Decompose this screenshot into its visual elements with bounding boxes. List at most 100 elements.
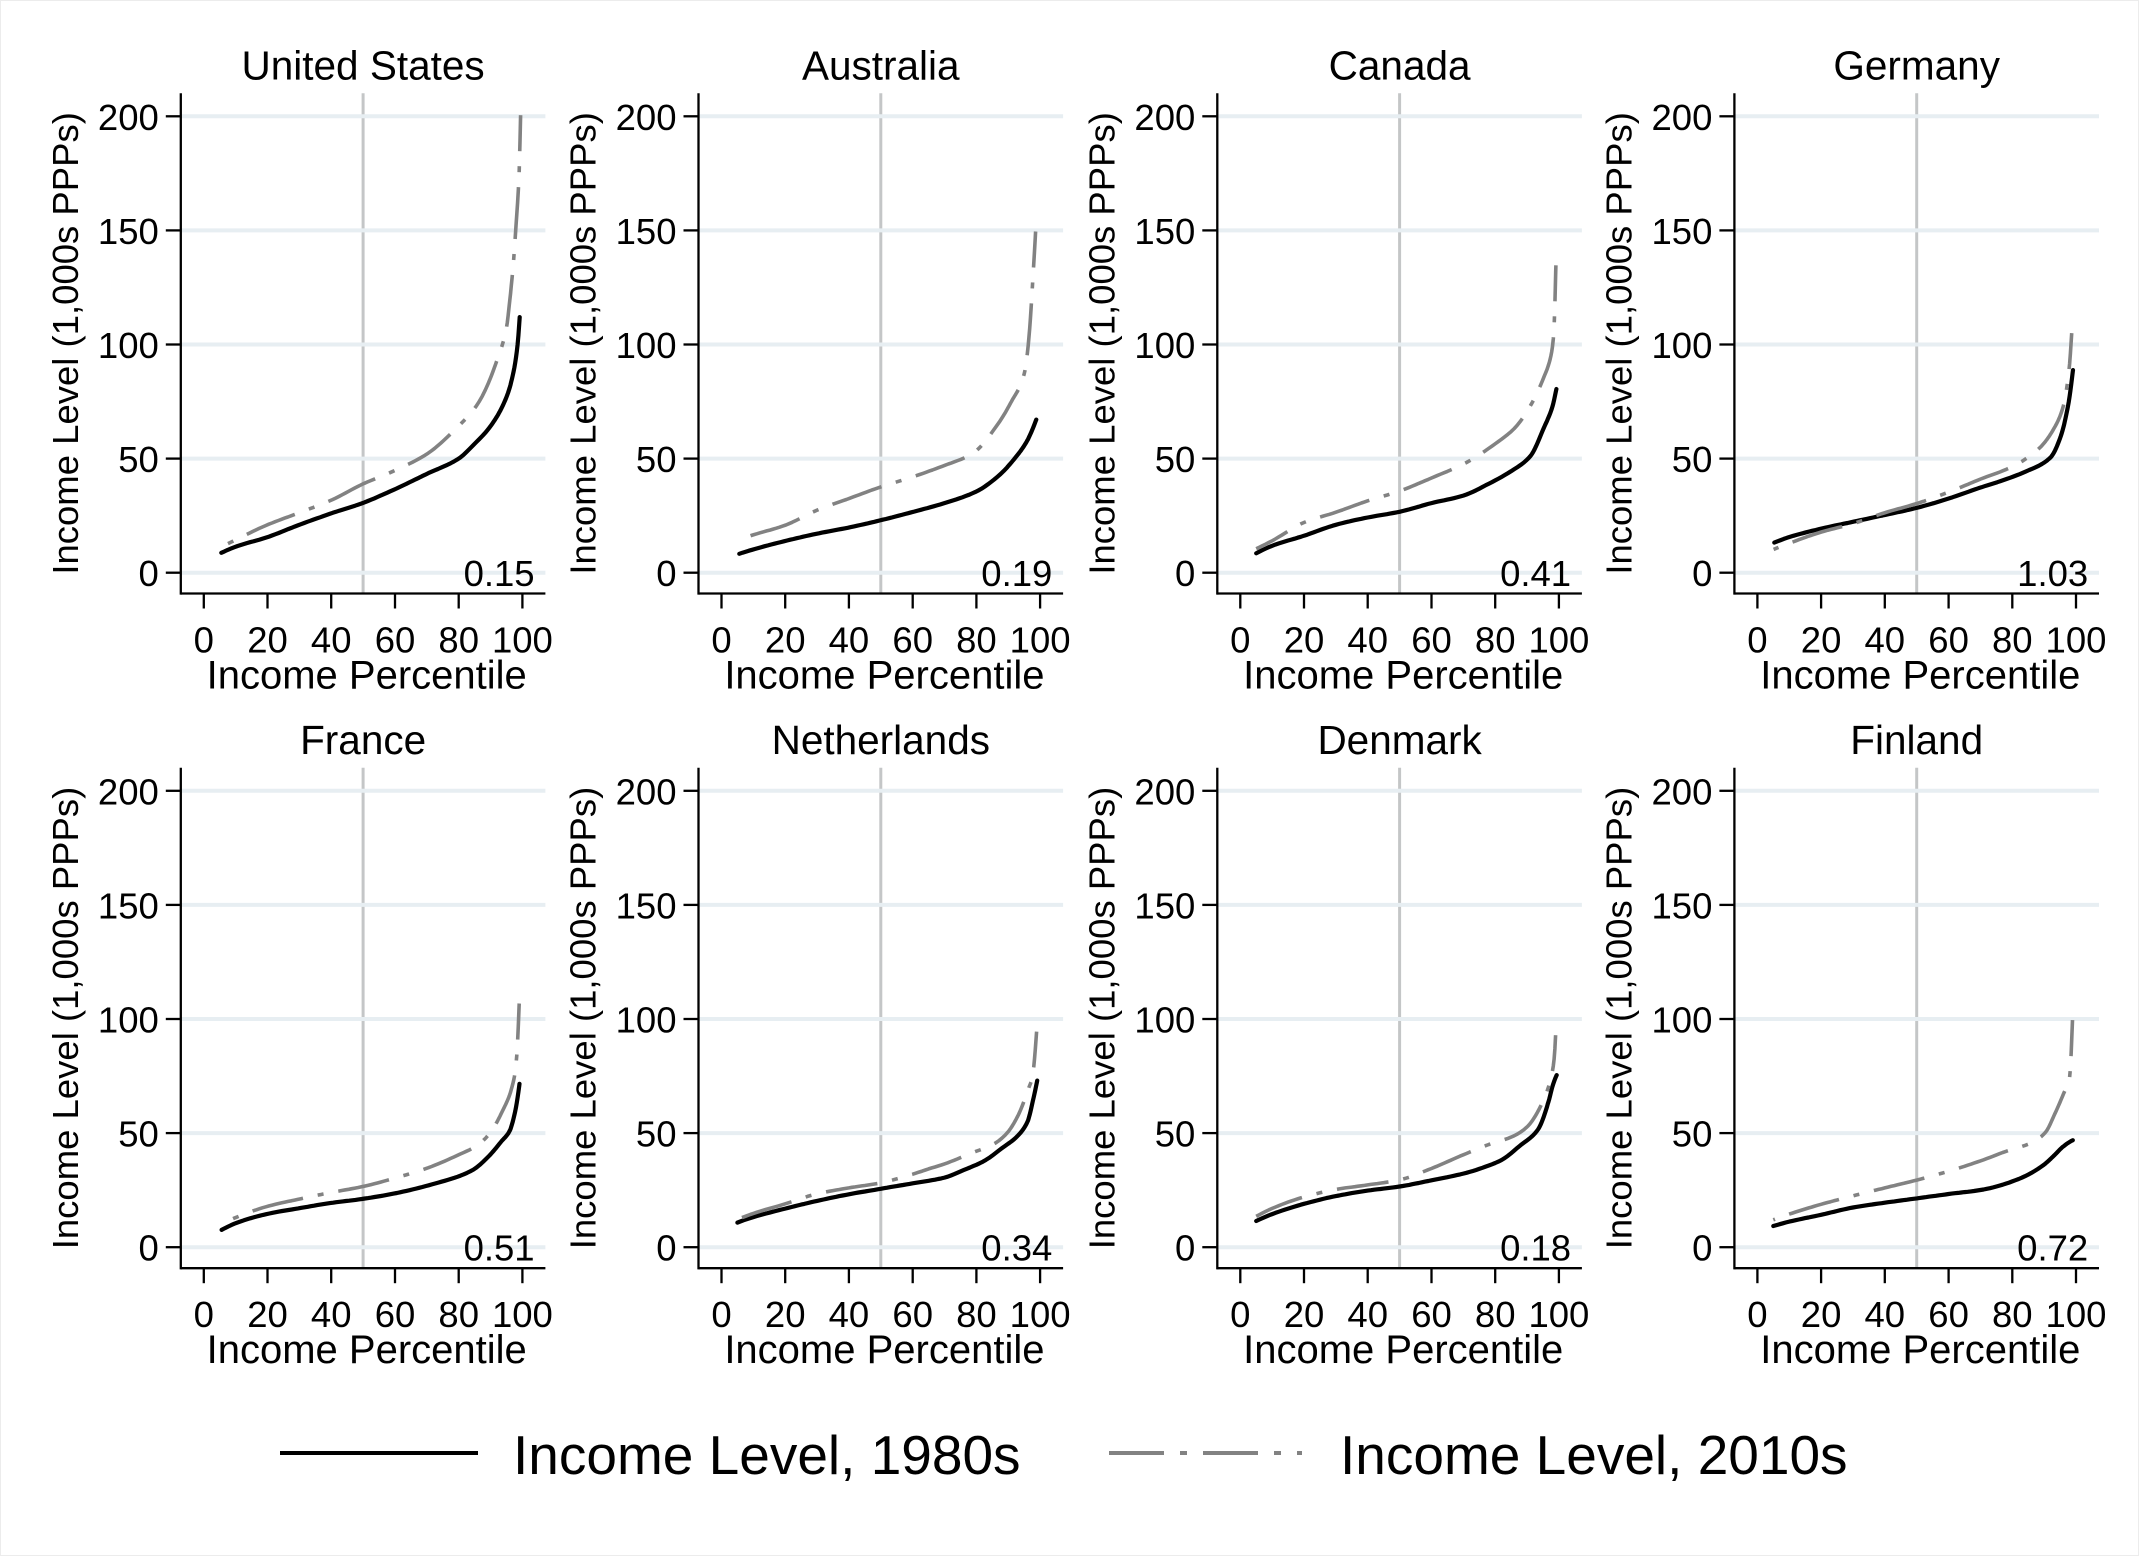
svg-text:0.51: 0.51 bbox=[464, 1228, 535, 1269]
svg-text:150: 150 bbox=[1651, 885, 1712, 926]
svg-text:0.15: 0.15 bbox=[464, 553, 535, 594]
svg-text:Income Level (1,000s PPPs): Income Level (1,000s PPPs) bbox=[1081, 112, 1122, 575]
svg-text:60: 60 bbox=[892, 620, 933, 661]
svg-text:United States: United States bbox=[242, 43, 485, 89]
svg-text:0: 0 bbox=[1175, 1228, 1195, 1269]
svg-text:Income Level (1,000s PPPs): Income Level (1,000s PPPs) bbox=[45, 112, 86, 575]
svg-text:60: 60 bbox=[1928, 1294, 1969, 1335]
svg-text:80: 80 bbox=[956, 620, 997, 661]
svg-text:40: 40 bbox=[1347, 1294, 1388, 1335]
svg-text:0.19: 0.19 bbox=[981, 553, 1052, 594]
svg-text:0.18: 0.18 bbox=[1500, 1228, 1571, 1269]
svg-text:40: 40 bbox=[311, 1294, 352, 1335]
svg-text:200: 200 bbox=[616, 97, 677, 138]
svg-text:50: 50 bbox=[118, 1114, 159, 1155]
svg-text:50: 50 bbox=[1672, 439, 1713, 480]
svg-text:Income Percentile: Income Percentile bbox=[724, 1328, 1044, 1372]
svg-text:France: France bbox=[300, 717, 426, 763]
svg-text:40: 40 bbox=[829, 620, 870, 661]
svg-text:80: 80 bbox=[1475, 620, 1516, 661]
svg-text:0: 0 bbox=[1175, 553, 1195, 594]
svg-text:60: 60 bbox=[1928, 620, 1969, 661]
svg-text:80: 80 bbox=[1992, 1294, 2033, 1335]
svg-text:20: 20 bbox=[765, 1294, 806, 1335]
svg-text:Income Percentile: Income Percentile bbox=[1760, 1328, 2080, 1372]
svg-text:50: 50 bbox=[636, 439, 677, 480]
svg-text:100: 100 bbox=[1651, 325, 1712, 366]
svg-text:Income Level (1,000s PPPs): Income Level (1,000s PPPs) bbox=[45, 787, 86, 1250]
svg-text:1.03: 1.03 bbox=[2017, 553, 2088, 594]
svg-text:20: 20 bbox=[1284, 620, 1325, 661]
svg-text:50: 50 bbox=[1155, 1114, 1196, 1155]
svg-text:100: 100 bbox=[98, 1000, 159, 1041]
svg-text:60: 60 bbox=[1411, 620, 1452, 661]
svg-text:Australia: Australia bbox=[802, 43, 960, 89]
svg-text:150: 150 bbox=[98, 211, 159, 252]
svg-text:150: 150 bbox=[1134, 211, 1195, 252]
svg-text:100: 100 bbox=[2046, 620, 2107, 661]
svg-text:50: 50 bbox=[1155, 439, 1196, 480]
svg-text:Finland: Finland bbox=[1850, 717, 1983, 763]
svg-text:60: 60 bbox=[892, 1294, 933, 1335]
svg-text:0: 0 bbox=[1747, 620, 1767, 661]
svg-text:0: 0 bbox=[711, 620, 731, 661]
svg-text:150: 150 bbox=[1134, 885, 1195, 926]
svg-text:100: 100 bbox=[1528, 1294, 1589, 1335]
svg-text:Canada: Canada bbox=[1329, 43, 1471, 89]
svg-text:100: 100 bbox=[616, 325, 677, 366]
svg-text:Netherlands: Netherlands bbox=[772, 717, 990, 763]
svg-text:200: 200 bbox=[1134, 771, 1195, 812]
svg-text:20: 20 bbox=[1801, 620, 1842, 661]
svg-text:200: 200 bbox=[1651, 771, 1712, 812]
svg-text:0: 0 bbox=[1230, 1294, 1250, 1335]
svg-text:50: 50 bbox=[118, 439, 159, 480]
svg-text:80: 80 bbox=[438, 620, 479, 661]
svg-text:0: 0 bbox=[194, 1294, 214, 1335]
svg-text:0: 0 bbox=[138, 1228, 158, 1269]
svg-text:200: 200 bbox=[98, 771, 159, 812]
svg-text:80: 80 bbox=[956, 1294, 997, 1335]
svg-text:0: 0 bbox=[138, 553, 158, 594]
svg-text:Income Percentile: Income Percentile bbox=[1243, 654, 1563, 698]
svg-text:100: 100 bbox=[616, 1000, 677, 1041]
svg-text:Income Percentile: Income Percentile bbox=[207, 654, 527, 698]
svg-text:Income Level (1,000s PPPs): Income Level (1,000s PPPs) bbox=[563, 787, 604, 1250]
svg-text:200: 200 bbox=[1651, 97, 1712, 138]
svg-text:Germany: Germany bbox=[1833, 43, 2000, 89]
svg-text:0: 0 bbox=[656, 1228, 676, 1269]
svg-text:100: 100 bbox=[492, 1294, 553, 1335]
svg-text:200: 200 bbox=[98, 97, 159, 138]
svg-text:Income Percentile: Income Percentile bbox=[1760, 654, 2080, 698]
svg-text:150: 150 bbox=[616, 211, 677, 252]
svg-text:40: 40 bbox=[311, 620, 352, 661]
svg-text:20: 20 bbox=[247, 1294, 288, 1335]
svg-text:Income Percentile: Income Percentile bbox=[1243, 1328, 1563, 1372]
svg-text:0: 0 bbox=[711, 1294, 731, 1335]
svg-text:100: 100 bbox=[1651, 1000, 1712, 1041]
svg-text:0: 0 bbox=[1692, 553, 1712, 594]
svg-text:80: 80 bbox=[1992, 620, 2033, 661]
svg-text:Denmark: Denmark bbox=[1317, 717, 1482, 763]
svg-text:Income Level (1,000s PPPs): Income Level (1,000s PPPs) bbox=[1081, 787, 1122, 1250]
svg-text:Income Level (1,000s PPPs): Income Level (1,000s PPPs) bbox=[1598, 112, 1639, 575]
svg-text:100: 100 bbox=[1528, 620, 1589, 661]
svg-text:Income Level, 2010s: Income Level, 2010s bbox=[1340, 1424, 1848, 1486]
svg-text:100: 100 bbox=[98, 325, 159, 366]
svg-text:100: 100 bbox=[1134, 1000, 1195, 1041]
svg-text:20: 20 bbox=[765, 620, 806, 661]
svg-text:0: 0 bbox=[1692, 1228, 1712, 1269]
svg-text:200: 200 bbox=[1134, 97, 1195, 138]
svg-text:50: 50 bbox=[636, 1114, 677, 1155]
svg-text:0: 0 bbox=[1747, 1294, 1767, 1335]
svg-text:100: 100 bbox=[2046, 1294, 2107, 1335]
svg-text:20: 20 bbox=[1801, 1294, 1842, 1335]
svg-text:100: 100 bbox=[1010, 1294, 1071, 1335]
svg-text:60: 60 bbox=[1411, 1294, 1452, 1335]
svg-text:20: 20 bbox=[1284, 1294, 1325, 1335]
svg-text:80: 80 bbox=[438, 1294, 479, 1335]
svg-text:40: 40 bbox=[829, 1294, 870, 1335]
svg-text:60: 60 bbox=[375, 620, 416, 661]
svg-text:60: 60 bbox=[375, 1294, 416, 1335]
svg-text:0.34: 0.34 bbox=[981, 1228, 1052, 1269]
svg-text:80: 80 bbox=[1475, 1294, 1516, 1335]
